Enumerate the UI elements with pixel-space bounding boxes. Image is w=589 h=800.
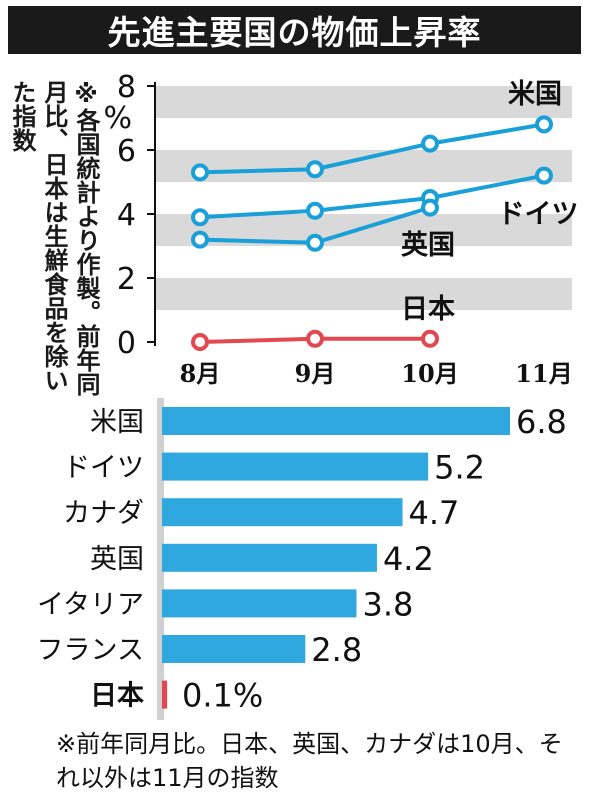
bar <box>162 680 168 709</box>
data-point <box>191 333 209 351</box>
bar-category-label: ドイツ <box>63 453 144 484</box>
data-point <box>306 233 324 252</box>
grid-band <box>155 150 572 182</box>
data-point <box>191 230 209 249</box>
bar-category-label: イタリア <box>37 589 144 620</box>
footnote: ※前年同月比。日本、英国、カナダは10月、それ以外は11月の指数 <box>56 730 563 792</box>
x-tick-label: 8月 <box>180 359 221 388</box>
bar <box>162 452 429 481</box>
y-tick-label: 8 <box>117 70 136 105</box>
bar-category-label: 英国 <box>90 544 144 575</box>
bar-value-label: 6.8 <box>516 403 567 441</box>
y-tick-label: 4 <box>117 198 136 233</box>
bar-baseline <box>157 398 164 720</box>
bar-category-label: 米国 <box>90 407 144 438</box>
chart-title: 先進主要国の物価上昇率 <box>8 6 581 54</box>
series-label: ドイツ <box>498 199 579 230</box>
bar <box>162 589 357 618</box>
x-tick-label: 9月 <box>295 359 336 388</box>
series-label: 日本 <box>401 294 455 325</box>
bar-value-label: 3.8 <box>362 585 413 623</box>
data-point <box>535 166 553 185</box>
x-tick-label: 10月 <box>401 359 458 388</box>
bar-value-label: 0.1% <box>182 677 263 715</box>
series-label: 英国 <box>401 230 455 261</box>
data-point <box>306 329 324 348</box>
x-tick-label: 11月 <box>515 359 572 388</box>
data-point <box>191 163 209 182</box>
data-point <box>306 201 324 220</box>
data-point <box>535 115 553 134</box>
bar <box>162 635 306 663</box>
series-line-ドイツ <box>199 173 545 220</box>
grid-band <box>155 86 572 118</box>
y-axis-unit: % <box>103 101 132 136</box>
bar-category-label: 日本 <box>90 681 144 712</box>
bar-category-label: フランス <box>37 635 144 666</box>
bar-value-label: 5.2 <box>434 449 485 487</box>
bar <box>162 407 510 435</box>
data-point <box>421 329 439 348</box>
y-tick-label: 0 <box>117 326 136 361</box>
y-tick-label: 2 <box>117 262 136 297</box>
data-point <box>306 160 324 179</box>
bar-value-label: 4.2 <box>383 540 434 578</box>
series-line-米国 <box>199 122 545 175</box>
bar <box>162 498 403 527</box>
data-point <box>421 198 439 217</box>
y-tick-label: 6 <box>117 134 136 169</box>
data-point <box>421 134 439 153</box>
data-point <box>191 208 209 227</box>
grid-band <box>155 278 572 310</box>
source-note: ※各国統計より作製。前年同月比、日本は生鮮食品を除いた指数 <box>8 80 100 396</box>
bar <box>162 543 377 572</box>
bar-value-label: 2.8 <box>311 631 362 669</box>
series-label: 米国 <box>508 79 562 110</box>
bar-value-label: 4.7 <box>409 494 460 532</box>
bar-category-label: カナダ <box>63 498 144 529</box>
